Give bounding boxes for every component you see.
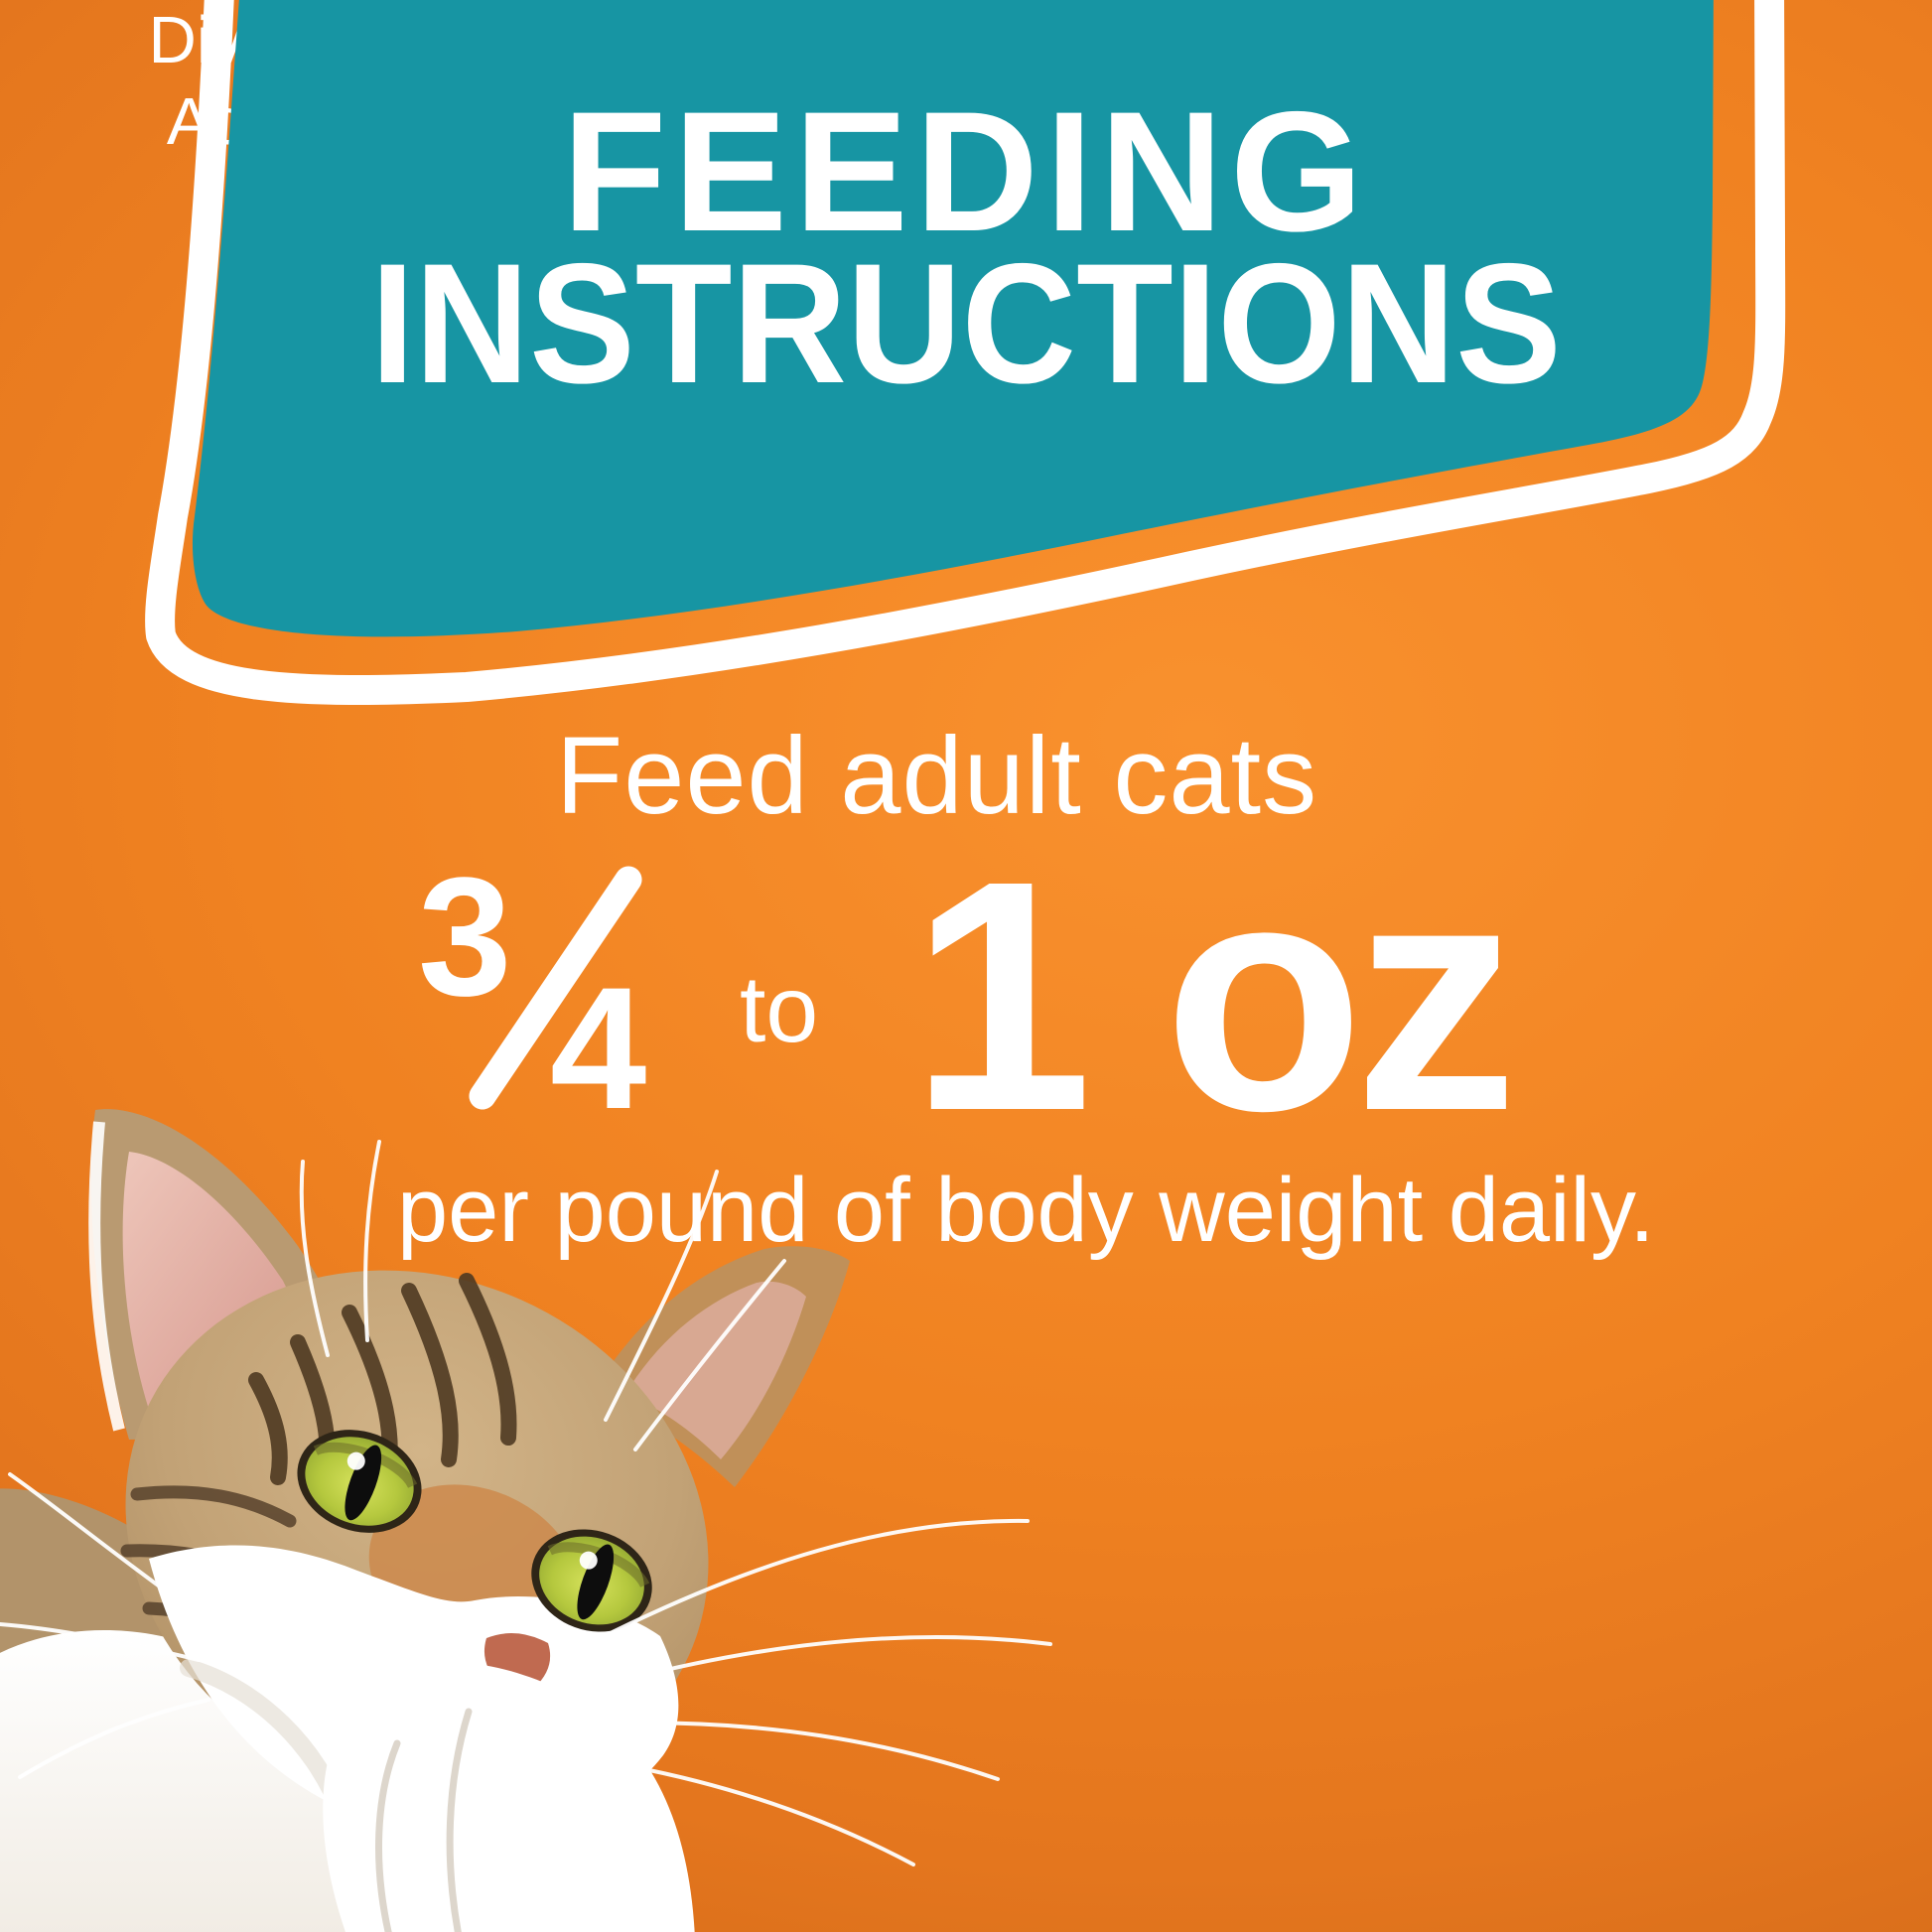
cat-paw: [323, 1662, 695, 1932]
fraction-numerator: 3: [418, 843, 512, 1032]
white-border-shape: [145, 0, 1786, 705]
cat-eye-left: [297, 1430, 422, 1533]
cat-right-ear-inner: [625, 1281, 806, 1459]
intro-text: Feed adult cats: [556, 715, 1318, 837]
title-line-1: FEEDING: [562, 76, 1370, 267]
amount-to-text: to: [740, 957, 819, 1062]
per-pound-text: per pound of body weight daily.: [397, 1160, 1655, 1261]
amount-value: 1 oz: [910, 812, 1518, 1178]
cat-eye-right: [531, 1529, 652, 1632]
fraction-denominator: 4: [550, 952, 647, 1146]
page-title: FEEDING INSTRUCTIONS: [0, 76, 1932, 419]
cat-left-ear-edge: [88, 1121, 125, 1432]
cat-illustration: [0, 1109, 1052, 1932]
teal-blob: [193, 0, 1714, 637]
cat-paw-toes: [375, 1708, 473, 1932]
cat-whiskers: [0, 1140, 1052, 1866]
title-line-2: INSTRUCTIONS: [370, 228, 1562, 419]
